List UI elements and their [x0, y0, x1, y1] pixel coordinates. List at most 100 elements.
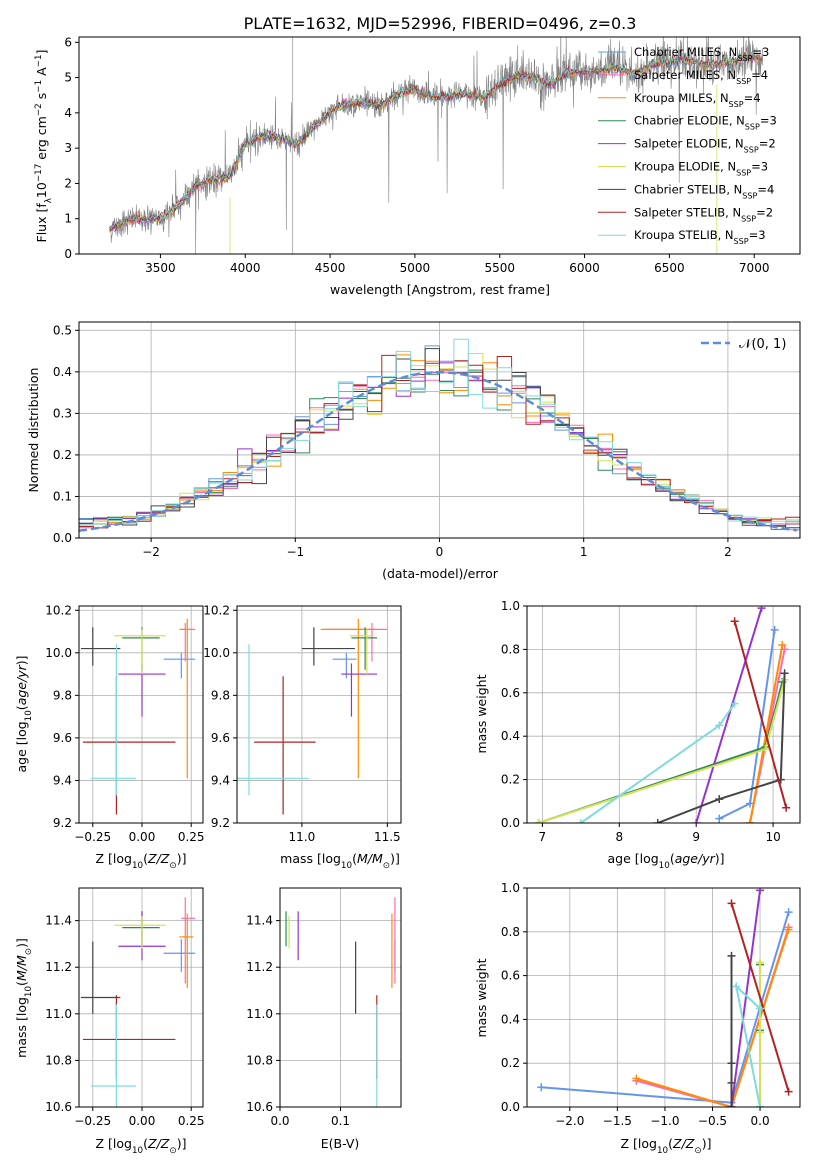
mass-weight-marker [756, 958, 765, 967]
legend-label: Salpeter ELODIE, NSSP=2 [634, 137, 776, 155]
x-tick-label: 0 [436, 545, 444, 559]
mass-weight-line [580, 703, 736, 823]
axes-weight_vs_age: 7 8 9 10 0.0 0.2 0.4 0.6 0.8 1.0 age [log10(age/yr… [474, 599, 801, 871]
y-tick-label: 3 [64, 141, 72, 155]
y-tick-label: 0.1 [53, 489, 72, 503]
plot-area-age_vs_Z [80, 618, 196, 815]
plot-area-spectrum [109, 37, 763, 254]
x-tick-label: 0.0 [270, 1114, 289, 1128]
x-tick-label: 7 [539, 830, 547, 844]
y-tick-label: 10.6 [246, 1100, 273, 1114]
mass-weight-marker [746, 819, 755, 823]
y-tick-label: 0.2 [501, 773, 520, 787]
mass-weight-marker [534, 819, 543, 823]
x-axis-label: Z [log10(Z/Z⊙)] [96, 851, 187, 871]
y-tick-label: 10.2 [45, 603, 72, 617]
axes-frame [78, 36, 801, 255]
axes-frame [78, 887, 204, 1108]
y-tick-label: 5 [64, 71, 72, 85]
x-tick-label: −0.25 [74, 1114, 111, 1128]
axes-spectrum: 3500 4000 4500 5000 5500 6000 6500 7000 0 1 2 3 4 5 6 C… [34, 35, 801, 297]
y-tick-label: 10.0 [203, 646, 230, 660]
x-tick-label: 10 [765, 830, 780, 844]
y-axis-label: age [log10(age/yr)] [14, 655, 34, 772]
x-tick-label: 1 [580, 545, 588, 559]
mass-weight-marker [727, 1059, 736, 1068]
mass-weight-marker [756, 888, 765, 895]
axes-frame [526, 605, 801, 824]
x-tick-label: 9 [692, 830, 700, 844]
plot-area-weight_vs_age [534, 606, 791, 823]
figure-title: PLATE=1632, MJD=52996, FIBERID=0496, z=0… [244, 14, 637, 33]
x-tick-label: 2 [724, 545, 732, 559]
legend-label: Chabrier ELODIE, NSSP=3 [634, 114, 777, 132]
mass-weight-line [730, 903, 790, 1092]
model-spectrum-line [109, 52, 763, 230]
y-tick-label: 11.0 [246, 1007, 273, 1021]
axes-mass_vs_ebv: 0.0 0.1 10.6 10.8 11.0 11.2 11.4 E(B-V) [246, 887, 402, 1151]
y-tick-label: 0.4 [53, 365, 72, 379]
x-tick-label: 0.25 [178, 830, 205, 844]
legend-label: Kroupa ELODIE, NSSP=3 [634, 160, 768, 178]
x-axis-label: E(B-V) [321, 1136, 360, 1151]
y-tick-label: 9.6 [53, 731, 72, 745]
x-tick-label: −0.5 [698, 1114, 727, 1128]
y-tick-label: 0.0 [501, 1100, 520, 1114]
mass-weight-marker [632, 1074, 641, 1083]
y-tick-label: 11.0 [45, 1007, 72, 1021]
x-tick-label: 7000 [739, 261, 770, 275]
y-tick-label: 0.8 [501, 925, 520, 939]
y-tick-label: 10.8 [45, 1053, 72, 1067]
legend-label: Chabrier STELIB, NSSP=4 [634, 182, 774, 200]
y-axis-label: mass weight [474, 958, 489, 1037]
mass-weight-marker [757, 606, 766, 613]
x-tick-label: −1.0 [650, 1114, 679, 1128]
y-tick-label: 2 [64, 176, 72, 190]
y-axis-label: mass weight [474, 674, 489, 753]
axes-mass_vs_Z: −0.25 0.00 0.25 10.6 10.8 11.0 11.2 11.4 Z [log1… [14, 887, 205, 1156]
mass-weight-marker [761, 745, 770, 754]
mass-weight-marker [780, 669, 789, 678]
mass-weight-marker [727, 951, 736, 960]
mass-weight-line [538, 679, 786, 823]
y-tick-label: 0.5 [53, 323, 72, 337]
y-axis-label: Normed distribution [26, 368, 41, 493]
y-tick-label: 11.4 [45, 914, 72, 928]
x-tick-label: −2.0 [555, 1114, 584, 1128]
model-spectrum-line [109, 54, 763, 230]
x-axis-label: age [log10(age/yr)] [607, 851, 724, 871]
x-tick-label: 11.5 [374, 830, 401, 844]
y-tick-label: 11.4 [246, 914, 273, 928]
x-tick-label: 0.00 [129, 1114, 156, 1128]
y-tick-label: 9.6 [211, 731, 230, 745]
mass-weight-marker [770, 625, 779, 634]
y-tick-label: 0.8 [501, 642, 520, 656]
axes-weight_vs_Z: −2.0 −1.5 −1.0 −0.5 0.0 0.0 0.2 0.4 0.6 0.8 1.0 Z [… [474, 881, 801, 1156]
plot-area-age_vs_mass [237, 618, 388, 815]
y-tick-label: 0.6 [501, 969, 520, 983]
x-tick-label: 0.25 [178, 1114, 205, 1128]
y-tick-label: 0.4 [501, 1012, 520, 1026]
y-tick-label: 9.8 [53, 688, 72, 702]
x-tick-label: 6500 [654, 261, 685, 275]
legend-label: Salpeter STELIB, NSSP=2 [634, 205, 773, 223]
x-tick-label: 11.0 [289, 830, 316, 844]
x-tick-label: 0.0 [751, 1114, 770, 1128]
y-tick-label: 6 [64, 35, 72, 49]
y-axis-label: Flux [fλ10−17 erg cm−2 s−1 A−1] [34, 50, 54, 243]
y-tick-label: 9.2 [211, 816, 230, 830]
x-tick-label: −2 [142, 545, 160, 559]
x-axis-label: (data-model)/error [382, 566, 499, 581]
y-tick-label: 11.2 [246, 960, 273, 974]
x-tick-label: 0.1 [331, 1114, 350, 1128]
mass-weight-marker [727, 1078, 736, 1087]
y-tick-label: 11.2 [45, 960, 72, 974]
axes-age_vs_mass: 11.0 11.5 9.2 9.4 9.6 9.8 10.0 10.2 mass [log10(… [203, 603, 402, 871]
x-tick-label: 3500 [145, 261, 176, 275]
legend-label: Salpeter MILES, NSSP=4 [634, 68, 768, 86]
x-tick-label: 6000 [569, 261, 600, 275]
mass-weight-line [733, 620, 788, 809]
mass-weight-marker [756, 1028, 765, 1037]
plot-area-mass_vs_ebv [285, 897, 396, 1107]
